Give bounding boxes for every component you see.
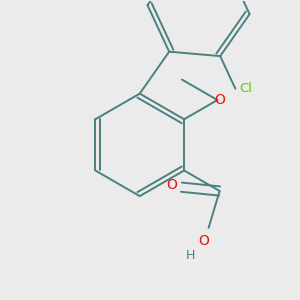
Text: Cl: Cl bbox=[239, 82, 253, 95]
Text: H: H bbox=[186, 249, 195, 262]
Text: O: O bbox=[198, 234, 209, 248]
Text: O: O bbox=[214, 93, 225, 107]
Text: O: O bbox=[167, 178, 177, 192]
